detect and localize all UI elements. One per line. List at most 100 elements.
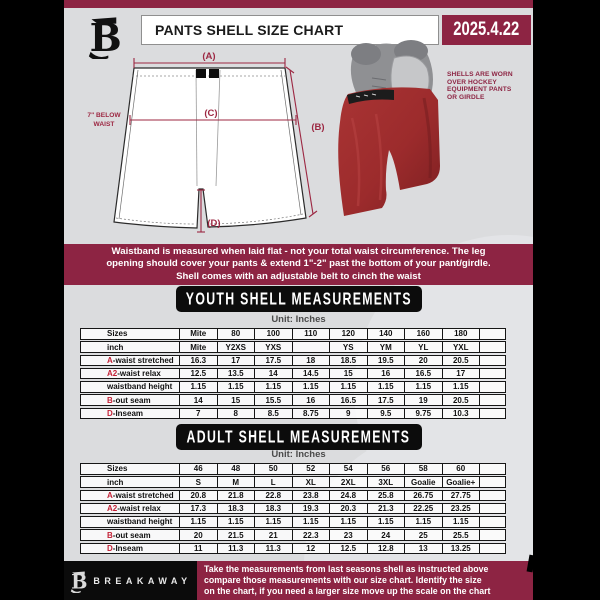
table-row: waistband height 1.15 1.15 1.15 1.15 1.15 1.15… (80, 516, 514, 528)
cell-value: 26.75 (404, 489, 443, 502)
cell-value: 15 (329, 367, 368, 380)
measure-label-b: (B) (311, 122, 324, 133)
breakaway-logo-icon: B (88, 15, 121, 59)
cell-value: YS (329, 341, 368, 353)
spacer-cell (479, 328, 506, 340)
cell-value: 21 (254, 529, 293, 541)
table-row: waistband height 1.15 1.15 1.15 1.15 1.15 1.15… (80, 381, 514, 393)
cell-value: 23 (329, 529, 368, 541)
waist-note-line2: WAIST (94, 121, 115, 128)
cell-value: 12.5 (179, 367, 218, 380)
cell-value: 14 (254, 367, 293, 380)
row-label: inch (80, 341, 180, 353)
cell-value: 25 (404, 529, 443, 541)
cell-value: 15 (216, 394, 255, 406)
table-row: Sizes 46 48 50 52 54 56 58 60 (80, 463, 514, 475)
unit-label: Unit: Inches (271, 449, 326, 460)
cell-value: 120 (329, 328, 368, 340)
notice-line: Shell comes with an adjustable belt to c… (176, 270, 421, 282)
cell-value: XL (291, 476, 330, 488)
cell-value: 16.5 (404, 367, 443, 380)
cell-value: 18.3 (216, 502, 255, 515)
youth-measurements-table: Sizes Mite 80 100 110 120 140 160 180 inch Mite Y2X… (80, 328, 514, 421)
table-row: Sizes Mite 80 100 110 120 140 160 180 (80, 328, 514, 340)
cell-value: 60 (441, 463, 480, 475)
row-label: D -Inseam (80, 542, 180, 555)
cell-value: 16.5 (329, 394, 368, 406)
adult-measurements-table: Sizes 46 48 50 52 54 56 58 60 inch S M L XL 2XL 3XL Goal… (80, 463, 514, 556)
table-row: D -Inseam 11 11.3 11.3 12 12.5 12.8 13 13.25 (80, 542, 514, 555)
cell-value: 19.5 (366, 354, 405, 367)
cell-value: 20.5 (441, 394, 480, 406)
cell-value: YL (404, 341, 443, 353)
spacer-cell (479, 463, 506, 475)
measure-letter: B (107, 395, 113, 405)
cell-value: 20 (404, 354, 443, 367)
spacer-cell (479, 407, 506, 420)
cell-value: 14.5 (291, 367, 330, 380)
cell-value: 13.5 (216, 367, 255, 380)
cell-value: 21.8 (216, 489, 255, 502)
page-title: PANTS SHELL SIZE CHART (155, 22, 344, 38)
spacer-cell (479, 367, 506, 380)
breakaway-logo-icon: B (71, 570, 87, 593)
cell-value: 54 (329, 463, 368, 475)
table-row: D -Inseam 7 8 8.5 8.75 9 9.5 9.75 10.3 (80, 407, 514, 420)
spacer-cell (479, 542, 506, 555)
section-banner-adult: ADULT SHELL MEASUREMENTS (175, 424, 422, 450)
footer-note-line: compare those measurements with our size… (204, 574, 482, 585)
cell-value: 22.3 (291, 529, 330, 541)
cell-value: 1.15 (291, 381, 330, 393)
cell-value: 17 (441, 367, 480, 380)
cell-value: 1.15 (441, 381, 480, 393)
cell-value: 12.5 (329, 542, 368, 555)
table-row: B -out seam 14 15 15.5 16 16.5 17.5 19 20.5 (80, 394, 514, 406)
belt-buckle (209, 69, 219, 78)
cell-value: 56 (366, 463, 405, 475)
notice-line: opening should cover your pants & extend… (106, 258, 491, 270)
cell-value: 12 (291, 542, 330, 555)
pants-measurement-diagram: (A) (B) (C) (D) 7" BELOW WAIST (87, 51, 325, 233)
cell-value: 18 (291, 354, 330, 367)
cell-value: 1.15 (329, 381, 368, 393)
cell-value: S (179, 476, 218, 488)
footer-note-line: Take the measurements from last seasons … (204, 563, 489, 574)
cell-value: 7 (179, 407, 218, 420)
spacer-cell (479, 381, 506, 393)
shorts-outline (113, 67, 307, 229)
cell-value: YXS (254, 341, 293, 353)
belt-buckle (196, 69, 206, 78)
cell-value: 14 (179, 394, 218, 406)
spacer-cell (479, 529, 506, 541)
section-title: YOUTH SHELL MEASUREMENTS (185, 289, 412, 309)
cell-value: 27.75 (441, 489, 480, 502)
spacer-cell (479, 502, 506, 515)
table-row: inch Mite Y2XS YXS YS YM YL YXL (80, 341, 514, 353)
row-label: A2 -waist relax (80, 502, 180, 515)
cell-value: 10.3 (441, 407, 480, 420)
row-label: A2 -waist relax (80, 367, 180, 380)
measurement-notice-banner: Waistband is measured when laid flat - n… (64, 244, 533, 285)
footer-note-line: on the chart, if you need a larger size … (204, 586, 491, 597)
cell-value: 13.25 (441, 542, 480, 555)
cell-value: 20.8 (179, 489, 218, 502)
cell-value: Mite (179, 341, 218, 353)
cell-value: 9.5 (366, 407, 405, 420)
measure-label-c: (C) (204, 108, 217, 119)
cell-value: L (254, 476, 293, 488)
cell-value: 1.15 (366, 516, 405, 528)
cell-value: 50 (254, 463, 293, 475)
cell-value: 1.15 (404, 516, 443, 528)
cell-value: 11.3 (254, 542, 293, 555)
waist-note-line1: 7" BELOW (87, 112, 121, 119)
cell-value: 9.75 (404, 407, 443, 420)
cell-value: 1.15 (441, 516, 480, 528)
shell-belt (347, 89, 394, 104)
cell-value: Mite (179, 328, 218, 340)
cell-value: 23.25 (441, 502, 480, 515)
cell-value: 15.5 (254, 394, 293, 406)
row-label: waistband height (80, 381, 180, 393)
cell-value: Goalie (404, 476, 443, 488)
cell-value: 17.5 (254, 354, 293, 367)
cell-value: 21.3 (366, 502, 405, 515)
